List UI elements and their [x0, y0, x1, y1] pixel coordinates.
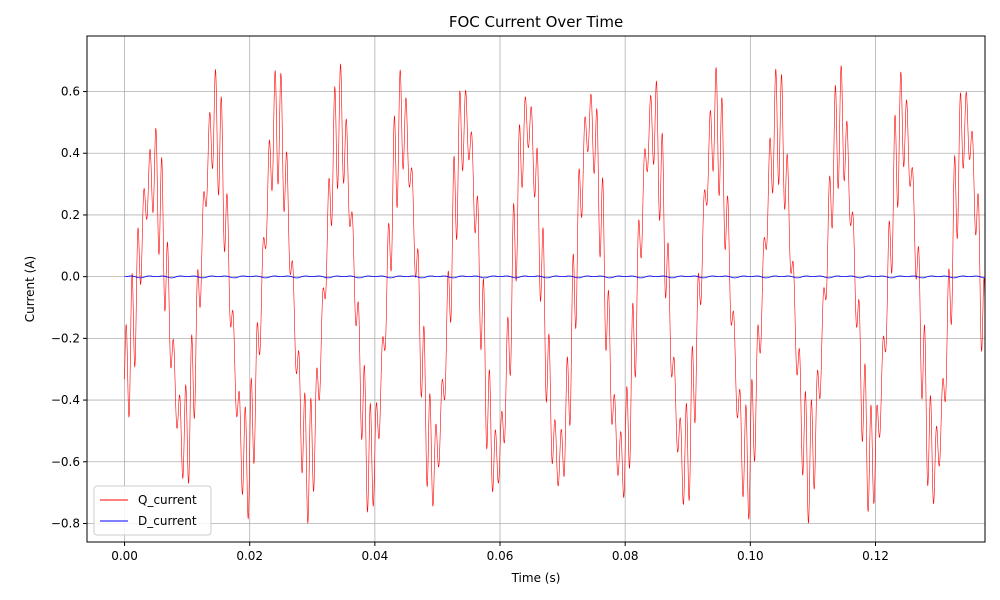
series-layer — [124, 63, 985, 524]
y-tick-label: 0.6 — [61, 85, 80, 99]
x-axis-label: Time (s) — [511, 571, 561, 585]
legend-q-current-label: Q_current — [138, 493, 197, 507]
y-tick-label: −0.2 — [51, 331, 80, 345]
legend-box — [93, 485, 212, 536]
series-d-current-line — [124, 275, 985, 279]
x-axis-ticks: 0.00 0.02 0.04 0.06 0.08 0.10 0.12 — [111, 542, 889, 563]
series-q-current-line — [124, 63, 985, 524]
x-tick-label: 0.00 — [111, 549, 138, 563]
x-tick-label: 0.06 — [487, 549, 514, 563]
x-tick-label: 0.12 — [862, 549, 889, 563]
y-tick-label: −0.8 — [51, 516, 80, 530]
grid-lines — [87, 36, 985, 542]
x-tick-label: 0.08 — [612, 549, 639, 563]
y-tick-label: 0.0 — [61, 270, 80, 284]
plot-frame — [86, 35, 986, 543]
y-tick-label: 0.4 — [61, 146, 80, 160]
x-tick-label: 0.10 — [737, 549, 764, 563]
y-tick-label: 0.2 — [61, 208, 80, 222]
y-axis-label: Current (A) — [23, 256, 37, 322]
legend: Q_current D_current — [93, 485, 212, 536]
chart-title: FOC Current Over Time — [449, 13, 623, 31]
legend-d-current-label: D_current — [138, 514, 197, 528]
y-tick-label: −0.6 — [51, 455, 80, 469]
y-axis-ticks: −0.8 −0.6 −0.4 −0.2 0.0 0.2 0.4 0.6 — [51, 85, 87, 530]
x-tick-label: 0.02 — [236, 549, 263, 563]
y-tick-label: −0.4 — [51, 393, 80, 407]
x-tick-label: 0.04 — [362, 549, 389, 563]
